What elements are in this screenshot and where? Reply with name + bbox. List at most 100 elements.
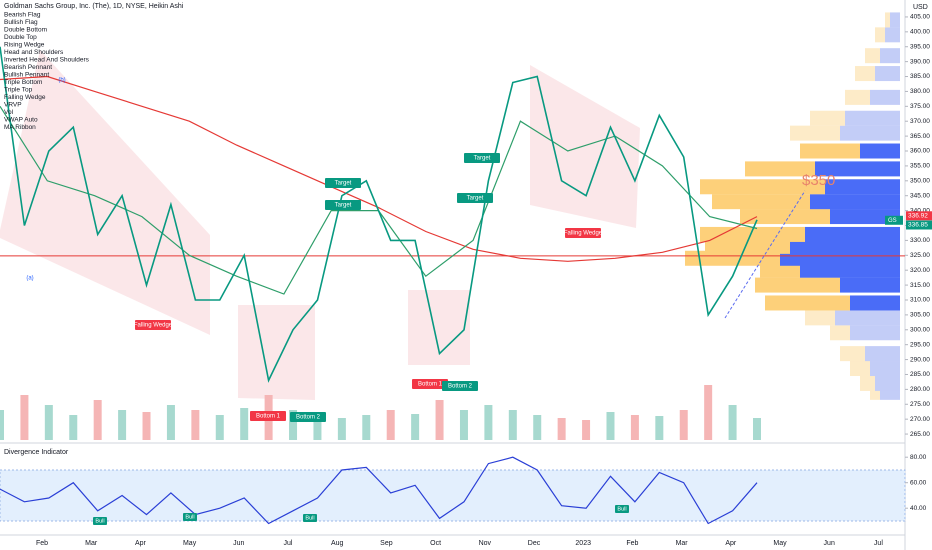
volume-bar <box>704 385 713 440</box>
volume-bar <box>630 415 639 440</box>
y-tick-label: 325.00 <box>910 252 930 259</box>
y-tick-label: 405.00 <box>910 14 930 21</box>
chart-title: Goldman Sachs Group, Inc. (The), 1D, NYS… <box>4 3 184 10</box>
pattern-label: Falling Wedge <box>134 323 173 329</box>
indicator-name: Triple Top <box>4 87 33 94</box>
pattern-tag <box>464 153 500 163</box>
volume-bar <box>386 410 395 440</box>
pattern-label: Target <box>467 196 484 202</box>
rsi-line <box>0 456 758 525</box>
x-tick-label: Apr <box>725 540 737 547</box>
y-tick-label: 315.00 <box>910 282 930 289</box>
y-tick-label: 265.00 <box>910 431 930 438</box>
bull-tag <box>183 513 197 521</box>
x-tick-label: Oct <box>430 540 441 547</box>
profile-up <box>870 361 900 377</box>
pattern-label: (a) <box>26 276 33 282</box>
volume-bar <box>728 405 737 440</box>
profile-up <box>860 143 900 159</box>
indicator-name: Double Bottom <box>4 27 47 34</box>
profile-up <box>885 27 900 43</box>
y-tick-label: 310.00 <box>910 297 930 304</box>
profile-up <box>835 310 900 326</box>
x-tick-label: Sep <box>380 540 393 547</box>
pattern-label: Bottom 1 <box>418 382 443 388</box>
y-tick-label: 355.00 <box>910 163 930 170</box>
pattern-tag <box>412 379 448 389</box>
price-line <box>0 46 758 383</box>
indicator-name: Vol <box>4 109 14 116</box>
volume-bar <box>435 400 444 440</box>
profile-down <box>705 238 790 254</box>
pane-title: Divergence Indicator <box>4 449 69 456</box>
wedge-shape <box>0 50 210 335</box>
y-tick-label: 340.00 <box>910 207 930 214</box>
indicator-name: VRVP <box>4 102 22 109</box>
profile-down <box>712 194 810 210</box>
volume-bar <box>191 410 200 440</box>
y-tick-label: 385.00 <box>910 73 930 80</box>
x-tick-label: Nov <box>479 540 492 547</box>
x-tick-label: Jul <box>284 540 293 547</box>
y-tick-label: 400.00 <box>910 29 930 36</box>
y-tick-label: 330.00 <box>910 237 930 244</box>
y-tick-label: 285.00 <box>910 371 930 378</box>
indicator-name: Double Top <box>4 34 37 41</box>
indicator-name: Rising Wedge <box>4 42 45 49</box>
x-tick-label: Jun <box>233 540 244 547</box>
profile-up <box>810 194 900 210</box>
x-tick-label: Mar <box>676 540 689 547</box>
pattern-tag <box>290 412 326 422</box>
y-tick-label: 80.00 <box>910 454 927 461</box>
profile-up <box>830 209 900 225</box>
volume-bar <box>533 415 542 440</box>
volume-bar <box>20 395 29 440</box>
profile-up <box>850 295 900 311</box>
indicator-name: MA Ribbon <box>4 124 36 131</box>
y-tick-label: 295.00 <box>910 341 930 348</box>
pattern-tag <box>325 178 361 188</box>
pattern-tag <box>442 381 478 391</box>
volume-bar <box>606 412 615 440</box>
volume-bar <box>289 410 298 440</box>
profile-up <box>805 226 900 242</box>
pattern-label: Bottom 2 <box>296 415 321 421</box>
volume-bar <box>166 405 175 440</box>
profile-down <box>805 310 835 326</box>
indicator-name: Bullish Pennant <box>4 72 49 79</box>
moving-average <box>0 75 758 262</box>
profile-down <box>755 277 840 293</box>
volume-bar <box>44 405 53 440</box>
pattern-tag <box>565 228 601 238</box>
profile-down <box>830 325 850 341</box>
profile-down <box>760 262 800 278</box>
profile-up <box>815 161 900 177</box>
profile-up <box>780 250 900 266</box>
indicator-name: Bearish Flag <box>4 12 41 19</box>
indicator-name: Bearish Pennant <box>4 64 52 71</box>
profile-down <box>700 226 805 242</box>
y-tick-label: 60.00 <box>910 479 927 486</box>
pattern-tag <box>250 411 286 421</box>
profile-up <box>890 12 900 28</box>
volume-bar <box>655 416 664 440</box>
y-tick-label: 270.00 <box>910 416 930 423</box>
profile-down <box>860 375 875 391</box>
profile-up <box>800 262 900 278</box>
target-label: $350 <box>802 172 835 189</box>
bull-tag <box>303 514 317 522</box>
indicator-name: Head and Shoulders <box>4 49 64 56</box>
volume-bar <box>459 410 468 440</box>
profile-down <box>685 250 780 266</box>
indicator-name: Inverted Head And Shoulders <box>4 57 90 64</box>
price-tag <box>906 211 932 221</box>
pattern-label: (b) <box>58 78 65 84</box>
pattern-label: Bottom 2 <box>448 384 473 390</box>
bull-tag <box>93 517 107 525</box>
volume-bar <box>484 405 493 440</box>
pattern-tag <box>325 200 361 210</box>
volume-bar <box>582 420 591 440</box>
profile-down <box>865 48 880 64</box>
indicator-name: VWAP Auto <box>4 117 38 124</box>
volume-bar <box>508 410 517 440</box>
